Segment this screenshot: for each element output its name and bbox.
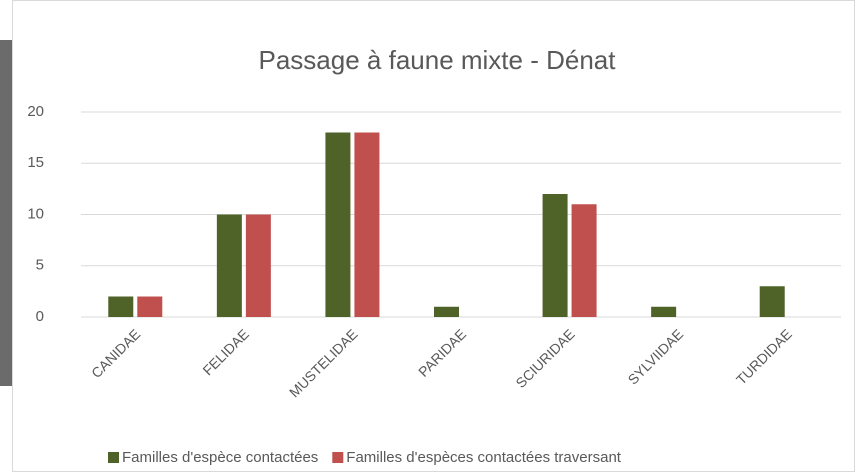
legend-label: Familles d'espèces contactées traversant xyxy=(346,449,621,466)
y-tick-label: 15 xyxy=(27,154,44,171)
chart-title: Passage à faune mixte - Dénat xyxy=(259,45,617,75)
bar xyxy=(354,132,380,317)
bar xyxy=(651,306,677,317)
background-photo-strip xyxy=(0,40,12,386)
bar xyxy=(245,214,271,317)
y-tick-label: 20 xyxy=(27,103,44,120)
bar xyxy=(137,296,163,317)
bar xyxy=(434,306,459,317)
y-tick-label: 10 xyxy=(27,205,44,222)
legend-swatch xyxy=(108,452,119,463)
y-tick-label: 5 xyxy=(36,257,44,274)
chart-frame xyxy=(12,0,855,472)
bar xyxy=(759,286,785,317)
bar xyxy=(571,204,597,317)
bar xyxy=(542,194,568,317)
legend-swatch xyxy=(332,452,344,463)
y-tick-label: 0 xyxy=(36,308,44,325)
bar xyxy=(216,214,242,317)
bar xyxy=(108,296,134,317)
legend-label: Familles d'espèce contactées xyxy=(122,449,318,466)
bar xyxy=(325,132,351,317)
